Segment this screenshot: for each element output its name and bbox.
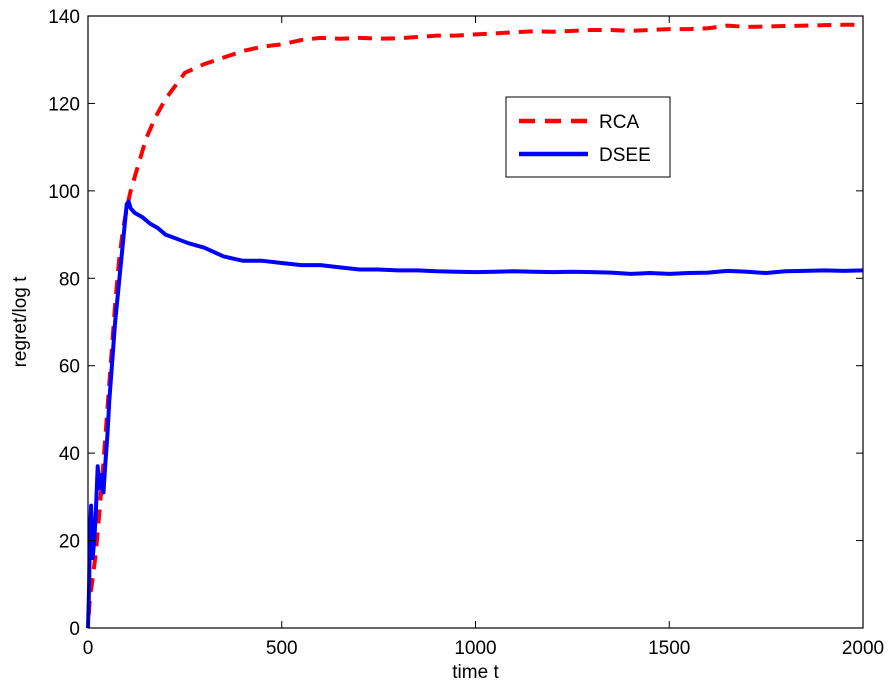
y-axis-label: regret/log t — [10, 276, 31, 368]
legend: RCA DSEE — [505, 96, 671, 178]
x-tick-label-0: 0 — [83, 638, 94, 659]
plot-area — [88, 16, 863, 628]
legend-label-rca: RCA — [599, 112, 639, 133]
y-tick-label-40: 40 — [59, 444, 80, 465]
x-tick-label-1000: 1000 — [454, 638, 496, 659]
x-tick-label-1500: 1500 — [648, 638, 690, 659]
y-tick-label-20: 20 — [59, 532, 80, 553]
y-tick-label-0: 0 — [69, 619, 80, 640]
y-tick-label-100: 100 — [48, 182, 80, 203]
y-tick-label-80: 80 — [59, 269, 80, 290]
x-axis-label: time t — [452, 662, 499, 683]
y-tick-label-120: 120 — [48, 94, 80, 115]
y-tick-label-60: 60 — [59, 357, 80, 378]
series-layer — [86, 22, 864, 629]
legend-label-dsee: DSEE — [599, 145, 651, 166]
series-line-rca — [86, 22, 863, 616]
series-line-dsee — [86, 199, 864, 629]
ticks-layer: 0 500 1000 1500 2000 0 20 40 60 80 100 120 140 — [48, 7, 884, 659]
x-tick-label-2000: 2000 — [842, 638, 884, 659]
y-tick-label-140: 140 — [48, 7, 80, 28]
x-tick-label-500: 500 — [266, 638, 298, 659]
legend-box — [505, 96, 671, 178]
